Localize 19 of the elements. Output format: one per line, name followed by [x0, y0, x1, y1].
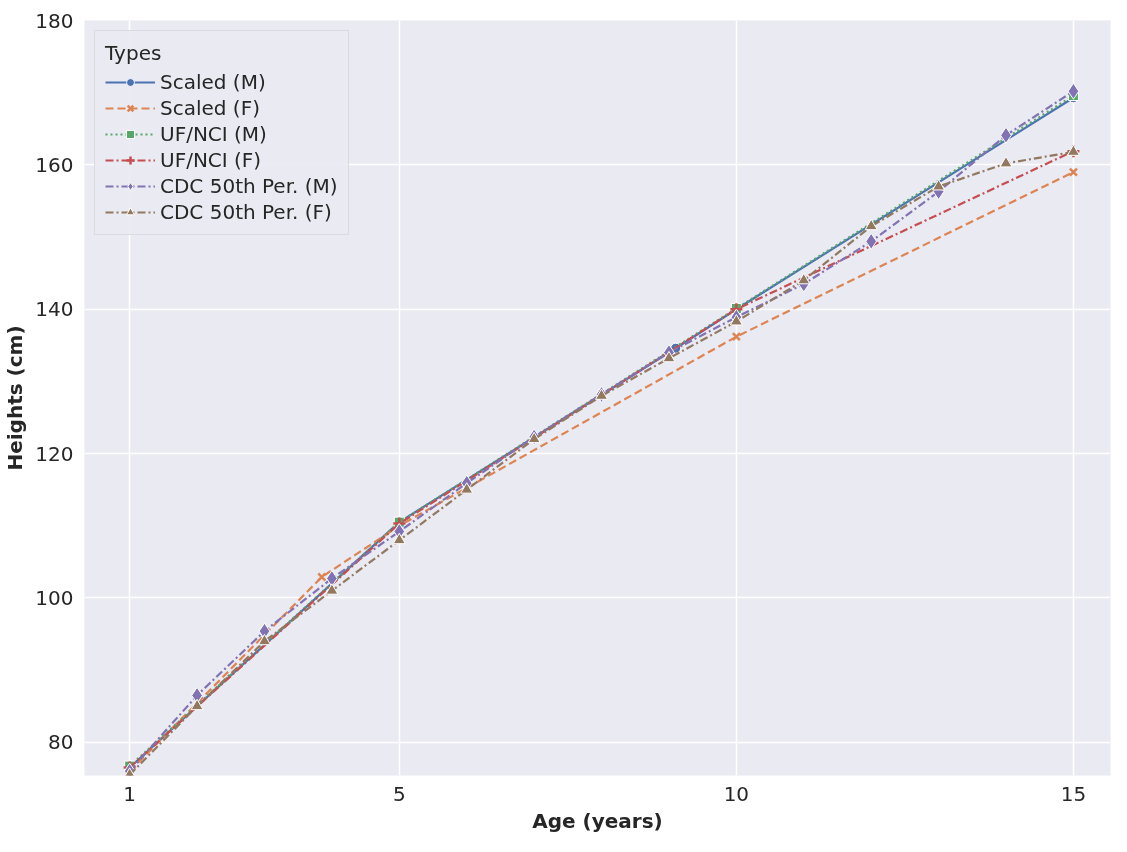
x-axis-title: Age (years): [532, 808, 663, 833]
y-tick-label: 160: [35, 152, 74, 177]
legend-label: Scaled (F): [160, 96, 260, 120]
y-tick-label: 180: [35, 8, 74, 33]
legend-label: UF/NCI (M): [160, 122, 267, 146]
y-tick-label: 100: [35, 585, 74, 610]
legend-title: Types: [105, 41, 163, 65]
legend-label: CDC 50th Per. (F): [160, 200, 332, 224]
legend-label: UF/NCI (F): [160, 148, 262, 172]
x-tick-label: 10: [723, 781, 750, 806]
y-tick-label: 80: [48, 730, 74, 755]
x-tick-label: 5: [392, 781, 406, 806]
y-tick-label: 140: [35, 297, 74, 322]
legend-label: Scaled (M): [160, 70, 266, 94]
x-tick-label: 15: [1060, 781, 1087, 806]
x-tick-label: 1: [123, 781, 137, 806]
y-tick-label: 120: [35, 441, 74, 466]
y-axis-title: Heights (cm): [3, 325, 28, 471]
legend-label: CDC 50th Per. (M): [160, 174, 338, 198]
